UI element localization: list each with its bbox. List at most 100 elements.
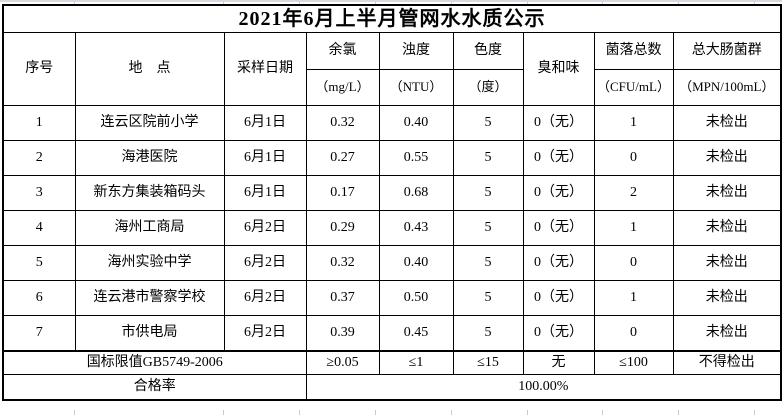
cell-coliform: 未检出 xyxy=(672,280,782,316)
cell-turbidity: 0.45 xyxy=(378,315,454,352)
gridline xyxy=(602,2,603,4)
cell-turbidity: 0.55 xyxy=(378,140,454,176)
cell-color: 5 xyxy=(452,245,524,281)
pass-rate-row: 合格率 100.00% xyxy=(2,374,782,401)
gridline xyxy=(678,410,679,415)
cell-coliform: 未检出 xyxy=(672,105,782,141)
gridline xyxy=(754,410,755,415)
header-turbidity-unit: （NTU） xyxy=(378,69,454,106)
cell-bacteria: 1 xyxy=(593,280,674,316)
header-odor: 臭和味 xyxy=(522,32,595,106)
cell-bacteria: 0 xyxy=(593,140,674,176)
cell-turbidity: 0.40 xyxy=(378,105,454,141)
cell-chlorine: 0.32 xyxy=(305,105,380,141)
gridline xyxy=(223,410,224,415)
grid-strip-bottom xyxy=(0,410,782,415)
cell-color: 5 xyxy=(452,105,524,141)
table-row: 3 新东方集装箱码头 6月1日 0.17 0.68 5 0（无） 2 未检出 xyxy=(2,175,782,211)
pass-rate-value: 100.00% xyxy=(305,374,782,401)
cell-odor: 0（无） xyxy=(522,105,595,141)
cell-location: 海州工商局 xyxy=(74,210,225,246)
header-color: 色度 xyxy=(452,32,524,70)
header-chlorine: 余氯 xyxy=(305,32,380,70)
gridline xyxy=(299,410,300,415)
cell-bacteria: 1 xyxy=(593,210,674,246)
cell-serial: 2 xyxy=(2,140,76,176)
cell-chlorine: 0.32 xyxy=(305,245,380,281)
cell-odor: 0（无） xyxy=(522,280,595,316)
gridline xyxy=(602,410,603,415)
table-row: 5 海州实验中学 6月2日 0.32 0.40 5 0（无） 0 未检出 xyxy=(2,245,782,281)
cell-date: 6月1日 xyxy=(223,175,307,211)
cell-serial: 3 xyxy=(2,175,76,211)
table-row: 7 市供电局 6月2日 0.39 0.45 5 0（无） 0 未检出 xyxy=(2,315,782,352)
cell-location: 市供电局 xyxy=(74,315,225,352)
gridline xyxy=(678,2,679,4)
cell-date: 6月2日 xyxy=(223,245,307,281)
cell-odor: 0（无） xyxy=(522,175,595,211)
header-bacteria: 菌落总数 xyxy=(593,32,674,70)
cell-coliform: 未检出 xyxy=(672,210,782,246)
header-bacteria-unit: （CFU/mL） xyxy=(593,69,674,106)
limit-odor: 无 xyxy=(522,350,595,375)
cell-bacteria: 0 xyxy=(593,245,674,281)
limit-color: ≤15 xyxy=(452,350,524,375)
cell-location: 海州实验中学 xyxy=(74,245,225,281)
gridline xyxy=(375,410,376,415)
table-row: 2 海港医院 6月1日 0.27 0.55 5 0（无） 0 未检出 xyxy=(2,140,782,176)
cell-date: 6月1日 xyxy=(223,105,307,141)
cell-chlorine: 0.17 xyxy=(305,175,380,211)
cell-coliform: 未检出 xyxy=(672,175,782,211)
cell-chlorine: 0.37 xyxy=(305,280,380,316)
cell-turbidity: 0.68 xyxy=(378,175,454,211)
cell-location: 连云港市警察学校 xyxy=(74,280,225,316)
cell-odor: 0（无） xyxy=(522,315,595,352)
cell-turbidity: 0.43 xyxy=(378,210,454,246)
cell-chlorine: 0.39 xyxy=(305,315,380,352)
cell-date: 6月2日 xyxy=(223,280,307,316)
header-serial: 序号 xyxy=(2,32,76,106)
gridline xyxy=(527,2,528,4)
limit-coliform: 不得检出 xyxy=(672,350,782,375)
limit-chlorine: ≥0.05 xyxy=(305,350,380,375)
cell-location: 新东方集装箱码头 xyxy=(74,175,225,211)
table-row: 6 连云港市警察学校 6月2日 0.37 0.50 5 0（无） 1 未检出 xyxy=(2,280,782,316)
cell-date: 6月1日 xyxy=(223,140,307,176)
header-coliform: 总大肠菌群 xyxy=(672,32,782,70)
cell-serial: 1 xyxy=(2,105,76,141)
header-color-unit: （度） xyxy=(452,69,524,106)
cell-serial: 6 xyxy=(2,280,76,316)
gridline xyxy=(527,410,528,415)
pass-rate-label: 合格率 xyxy=(2,374,307,401)
cell-color: 5 xyxy=(452,175,524,211)
gridline xyxy=(74,2,75,4)
cell-bacteria: 1 xyxy=(593,105,674,141)
cell-coliform: 未检出 xyxy=(672,245,782,281)
grid-strip-top xyxy=(0,0,782,4)
gridline xyxy=(223,2,224,4)
cell-chlorine: 0.29 xyxy=(305,210,380,246)
table-row: 1 连云区院前小学 6月1日 0.32 0.40 5 0（无） 1 未检出 xyxy=(2,105,782,141)
cell-odor: 0（无） xyxy=(522,245,595,281)
limit-bacteria: ≤100 xyxy=(593,350,674,375)
gridline xyxy=(375,2,376,4)
cell-color: 5 xyxy=(452,140,524,176)
gridline xyxy=(74,410,75,415)
table-title: 2021年6月上半月管网水水质公示 xyxy=(2,4,782,33)
cell-color: 5 xyxy=(452,315,524,352)
cell-date: 6月2日 xyxy=(223,210,307,246)
cell-serial: 5 xyxy=(2,245,76,281)
cell-serial: 7 xyxy=(2,315,76,352)
gridline xyxy=(451,410,452,415)
cell-chlorine: 0.27 xyxy=(305,140,380,176)
cell-location: 海港医院 xyxy=(74,140,225,176)
table-row: 4 海州工商局 6月2日 0.29 0.43 5 0（无） 1 未检出 xyxy=(2,210,782,246)
cell-color: 5 xyxy=(452,210,524,246)
limit-row: 国标限值GB5749-2006 ≥0.05 ≤1 ≤15 无 ≤100 不得检出 xyxy=(2,350,782,375)
limit-label: 国标限值GB5749-2006 xyxy=(2,350,307,375)
limit-turbidity: ≤1 xyxy=(378,350,454,375)
gridline xyxy=(451,2,452,4)
header-coliform-unit: （MPN/100mL） xyxy=(672,69,782,106)
gridline xyxy=(754,2,755,4)
